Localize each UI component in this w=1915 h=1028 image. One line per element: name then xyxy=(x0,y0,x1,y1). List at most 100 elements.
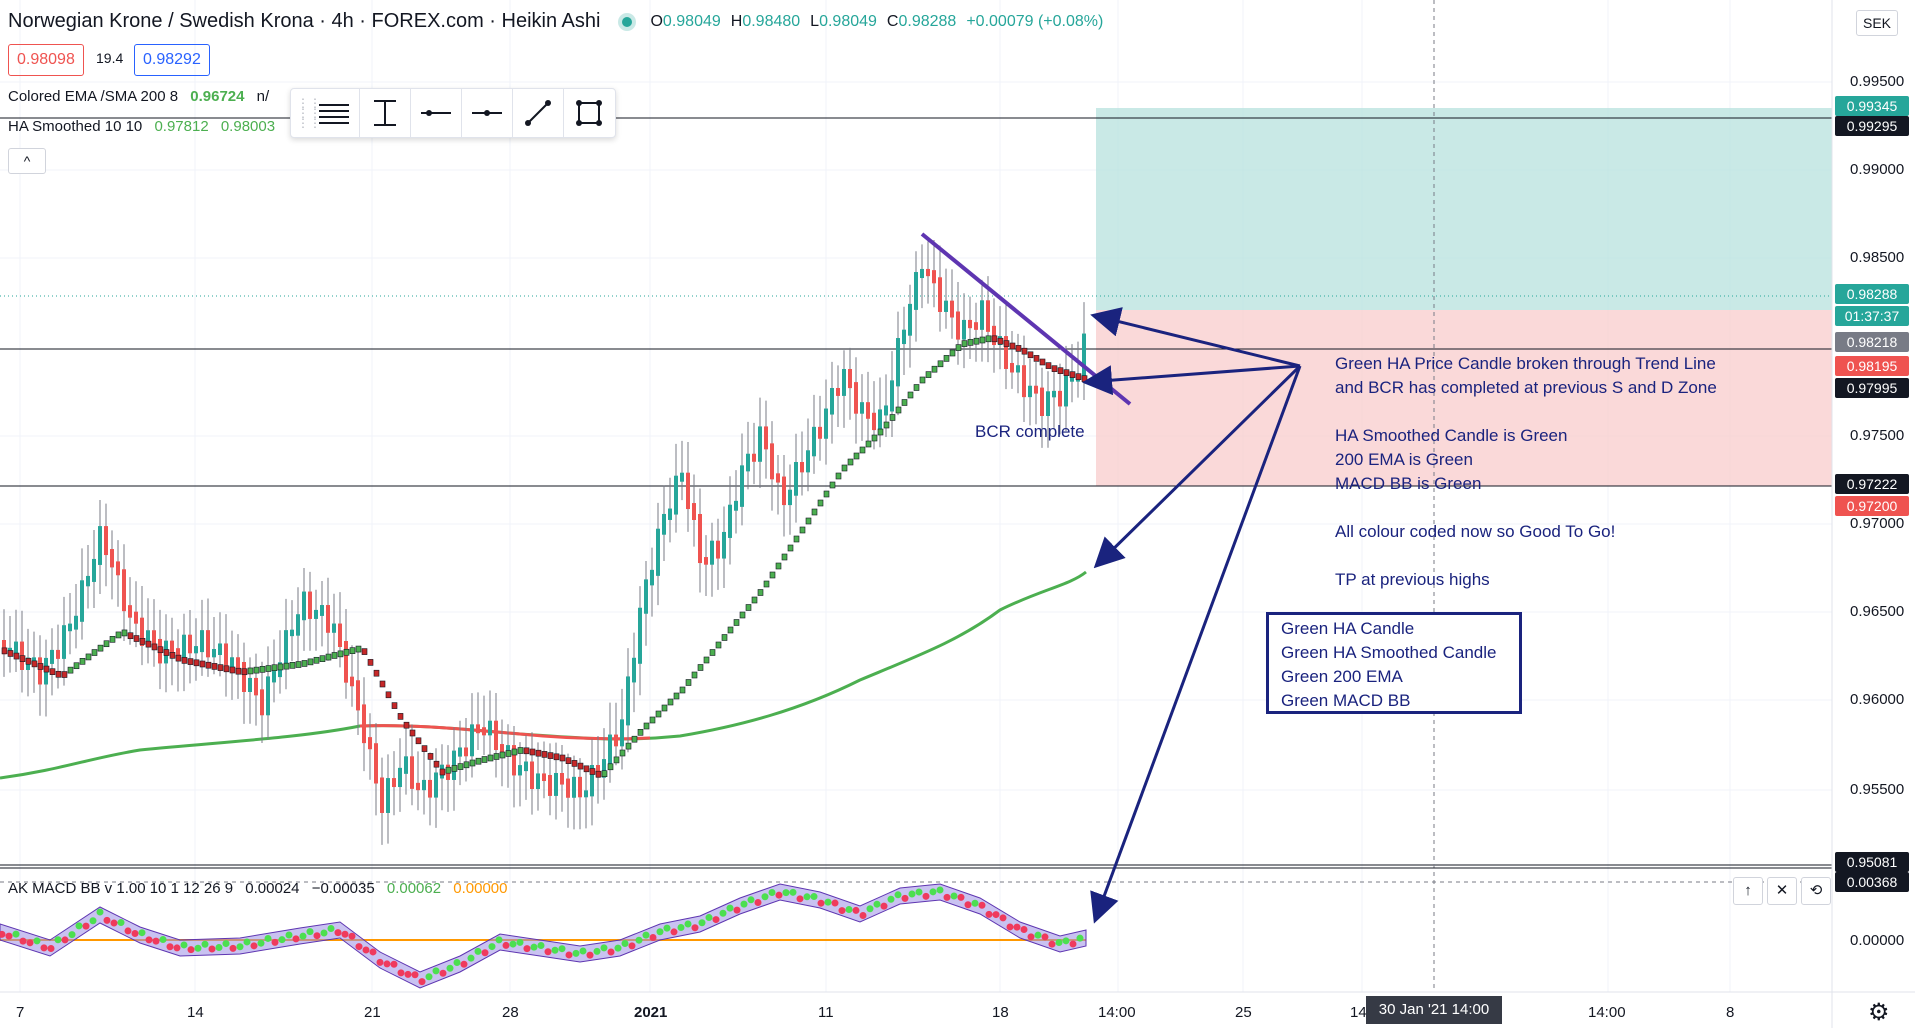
candle[interactable] xyxy=(914,272,918,310)
candle[interactable] xyxy=(944,300,948,312)
candle[interactable] xyxy=(620,719,624,747)
sell-button[interactable]: 0.98098 xyxy=(8,44,84,76)
candle[interactable] xyxy=(170,640,174,655)
candle[interactable] xyxy=(128,605,132,618)
candle[interactable] xyxy=(86,575,90,587)
horizontal-line-icon[interactable] xyxy=(411,89,462,137)
candle[interactable] xyxy=(488,720,492,736)
candle[interactable] xyxy=(956,311,960,340)
candle[interactable] xyxy=(704,557,708,565)
candle[interactable] xyxy=(494,720,498,751)
candle[interactable] xyxy=(932,270,936,284)
close-icon[interactable]: ✕ xyxy=(1767,877,1797,905)
candle[interactable] xyxy=(458,747,462,757)
arrow-to-ha-smoothed[interactable] xyxy=(1082,364,1301,396)
candle[interactable] xyxy=(860,402,864,414)
candle[interactable] xyxy=(428,779,432,798)
candle[interactable] xyxy=(134,611,138,624)
candle[interactable] xyxy=(140,617,144,646)
candle[interactable] xyxy=(728,504,732,538)
candle[interactable] xyxy=(992,325,996,346)
maximize-icon[interactable]: ⟲ xyxy=(1801,877,1831,905)
candle[interactable] xyxy=(938,277,942,312)
candle[interactable] xyxy=(314,609,318,619)
candle[interactable] xyxy=(758,426,762,462)
candle[interactable] xyxy=(536,773,540,790)
candle[interactable] xyxy=(812,426,816,457)
candle[interactable] xyxy=(722,531,726,559)
candle[interactable] xyxy=(338,623,342,647)
candle[interactable] xyxy=(1070,375,1074,382)
candle[interactable] xyxy=(968,319,972,329)
candle[interactable] xyxy=(920,268,924,279)
candle[interactable] xyxy=(434,772,438,798)
candle[interactable] xyxy=(584,790,588,798)
candle[interactable] xyxy=(566,778,570,798)
candle[interactable] xyxy=(788,489,792,506)
candle[interactable] xyxy=(296,614,300,636)
candle[interactable] xyxy=(290,629,294,637)
candle[interactable] xyxy=(716,540,720,559)
candle[interactable] xyxy=(560,772,564,785)
candle[interactable] xyxy=(50,649,54,664)
candle[interactable] xyxy=(656,528,660,576)
candle[interactable] xyxy=(38,657,42,685)
macd-legend[interactable]: AK MACD BB v 1.00 10 1 12 26 9 0.00024 −… xyxy=(8,880,508,897)
candle[interactable] xyxy=(926,268,930,277)
candle[interactable] xyxy=(422,779,426,791)
candle[interactable] xyxy=(500,744,504,757)
main-annotation[interactable]: Green HA Price Candle broken through Tre… xyxy=(1335,354,1717,589)
candle[interactable] xyxy=(68,623,72,632)
candle[interactable] xyxy=(332,623,336,633)
candle[interactable] xyxy=(674,475,678,515)
candle[interactable] xyxy=(1004,336,1008,369)
stop-zone[interactable] xyxy=(1096,310,1832,486)
settings-gear-icon[interactable]: ⚙ xyxy=(1868,999,1890,1026)
candle[interactable] xyxy=(308,591,312,619)
candle[interactable] xyxy=(230,657,234,672)
candle[interactable] xyxy=(302,591,306,621)
candle[interactable] xyxy=(320,605,324,616)
candle[interactable] xyxy=(116,561,120,576)
candle[interactable] xyxy=(698,514,702,564)
ha-smoothed-legend[interactable]: HA Smoothed 10 10 0.97812 0.98003 xyxy=(8,118,275,135)
candle[interactable] xyxy=(752,453,756,462)
candle[interactable] xyxy=(344,640,348,683)
candle[interactable] xyxy=(866,402,870,419)
candle[interactable] xyxy=(104,526,108,556)
candle[interactable] xyxy=(644,579,648,614)
ema-200-line[interactable] xyxy=(0,570,1087,780)
candle[interactable] xyxy=(746,453,750,472)
candle[interactable] xyxy=(326,605,330,633)
candle[interactable] xyxy=(710,540,714,565)
candle[interactable] xyxy=(836,387,840,396)
candle[interactable] xyxy=(950,300,954,318)
candle[interactable] xyxy=(98,526,102,565)
candle[interactable] xyxy=(896,338,900,387)
candle[interactable] xyxy=(122,569,126,612)
collapse-legend-button[interactable]: ^ xyxy=(8,148,46,174)
candle[interactable] xyxy=(680,472,684,482)
candle[interactable] xyxy=(386,778,390,813)
candle[interactable] xyxy=(1064,375,1068,407)
candle[interactable] xyxy=(884,405,888,416)
candle[interactable] xyxy=(902,329,906,345)
candle[interactable] xyxy=(632,657,636,683)
candle[interactable] xyxy=(776,473,780,483)
arrow-to-macd[interactable] xyxy=(1090,365,1302,924)
candle[interactable] xyxy=(872,412,876,431)
candle[interactable] xyxy=(152,630,156,645)
candle[interactable] xyxy=(482,727,486,736)
candle[interactable] xyxy=(590,765,594,797)
candle[interactable] xyxy=(854,382,858,414)
candle[interactable] xyxy=(650,569,654,586)
candle[interactable] xyxy=(524,761,528,772)
candle[interactable] xyxy=(974,322,978,330)
candle[interactable] xyxy=(272,671,276,683)
candle[interactable] xyxy=(374,743,378,784)
candle[interactable] xyxy=(626,676,630,726)
candle[interactable] xyxy=(266,676,270,716)
candle[interactable] xyxy=(608,734,612,766)
candle[interactable] xyxy=(14,641,18,654)
candle[interactable] xyxy=(212,648,216,658)
